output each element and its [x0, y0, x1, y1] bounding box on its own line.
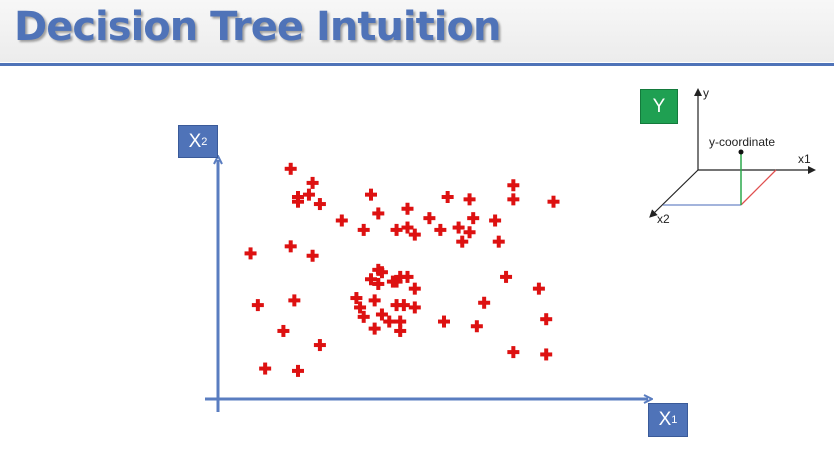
data-point [292, 364, 304, 377]
data-point [372, 277, 385, 290]
data-point [463, 226, 476, 239]
data-point [375, 308, 388, 321]
data-point [357, 223, 370, 236]
data-point [452, 221, 465, 234]
data-point [350, 292, 363, 305]
data-point [507, 193, 520, 206]
data-point [244, 247, 257, 260]
data-point [434, 223, 447, 236]
data-point [394, 270, 407, 283]
data-point [540, 313, 553, 326]
data-point [401, 202, 414, 215]
data-point [365, 188, 377, 201]
data-point [259, 362, 272, 375]
data-point [277, 324, 290, 337]
data-point [292, 195, 304, 208]
data-point [306, 176, 319, 189]
data-point [423, 212, 436, 225]
inset-x2-label: x2 [657, 212, 670, 226]
data-point [375, 266, 388, 279]
data-point [383, 315, 396, 328]
data-point [394, 315, 407, 328]
title-underline [0, 63, 834, 66]
data-point [408, 228, 421, 241]
data-point [401, 270, 414, 283]
data-point [408, 301, 421, 314]
data-point [441, 191, 454, 203]
data-point [368, 322, 381, 335]
x1-axis-label-sub: 1 [671, 414, 678, 426]
data-point [394, 324, 407, 337]
inset-x1-label: x1 [798, 152, 811, 166]
data-point [467, 212, 480, 225]
data-point [302, 188, 315, 201]
data-point [313, 339, 326, 352]
data-point [284, 240, 297, 253]
data-point [397, 299, 410, 312]
x2-axis-label-main: X [188, 130, 202, 152]
x2-axis-label-sub: 2 [201, 135, 208, 148]
data-point [390, 223, 403, 236]
data-point [547, 195, 560, 208]
data-point [372, 207, 385, 220]
slide-title: Decision Tree Intuition [14, 4, 501, 50]
data-point [284, 162, 297, 175]
data-point [313, 198, 326, 211]
data-point [470, 320, 483, 333]
data-point [507, 179, 520, 192]
data-point [532, 282, 545, 295]
inset-x2-axis [649, 169, 699, 218]
data-point [408, 282, 421, 295]
data-point [489, 214, 502, 227]
inset-red-projection [740, 169, 777, 206]
x1-axis-label-main: X [658, 409, 672, 430]
inset-y-label: y [703, 86, 709, 100]
data-point [251, 299, 264, 312]
inset-point [738, 149, 744, 155]
data-point [507, 346, 520, 359]
data-point [500, 270, 513, 283]
data-point [306, 249, 319, 262]
inset-point-label: y-coordinate [709, 135, 775, 149]
y-label-box: Y [640, 89, 678, 124]
data-point [456, 235, 469, 248]
data-point [438, 315, 450, 328]
data-point [357, 310, 370, 323]
data-point [390, 299, 403, 312]
title-bar: Decision Tree Intuition [0, 0, 834, 62]
data-point [335, 214, 348, 227]
data-point [492, 235, 505, 248]
data-point [478, 296, 491, 309]
data-point [463, 193, 476, 206]
data-points [244, 162, 560, 377]
data-point [386, 275, 399, 288]
data-point [354, 301, 367, 314]
data-point [372, 263, 385, 276]
data-point [288, 294, 301, 307]
data-point [368, 294, 381, 307]
data-point [365, 273, 377, 286]
data-point [401, 221, 414, 234]
data-point [540, 348, 553, 361]
